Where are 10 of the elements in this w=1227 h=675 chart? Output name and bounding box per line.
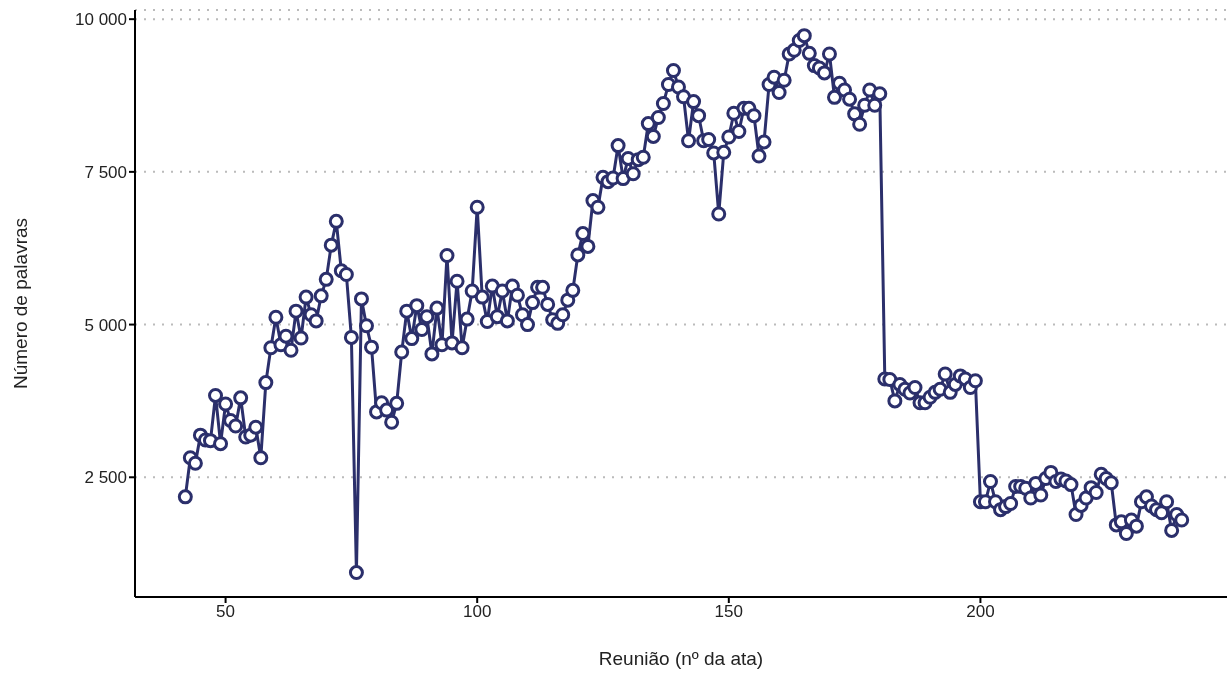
x-axis-title: Reunião (nº da ata) — [598, 648, 764, 669]
x-tick-label: 50 — [216, 602, 236, 622]
x-tick-label: 150 — [714, 602, 743, 622]
y-axis-title: Número de palavras — [9, 217, 31, 390]
y-tick-label: 7 500 — [84, 162, 127, 182]
y-tick-label: 5 000 — [84, 315, 127, 335]
x-tick-label: 200 — [966, 602, 995, 622]
y-tick-label: 2 500 — [84, 468, 127, 488]
y-tick-label: 10 000 — [75, 10, 127, 30]
x-tick-label: 100 — [463, 602, 492, 622]
